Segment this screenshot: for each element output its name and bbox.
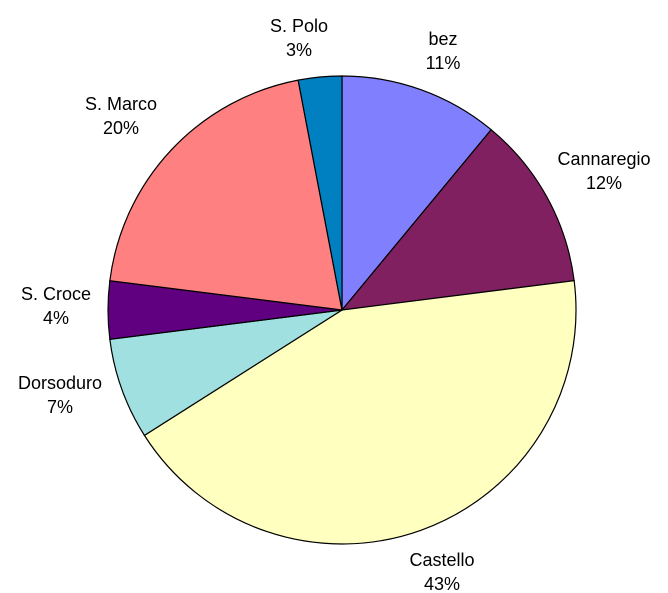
slice-label-s-polo: S. Polo — [270, 16, 328, 36]
slice-percent-bez: 11% — [426, 53, 461, 73]
slice-percent-cannaregio: 12% — [586, 173, 622, 193]
slice-label-bez: bez — [428, 29, 457, 49]
pie-slice-cannaregio — [340, 128, 575, 311]
pie-slice-castello — [143, 279, 577, 545]
slice-percent-dorsoduro: 7% — [47, 397, 73, 417]
slice-label-dorsoduro: Dorsoduro — [18, 373, 102, 393]
slice-label-castello: Castello — [409, 550, 474, 570]
pie-slice-bez — [341, 75, 493, 312]
slice-percent-castello: 43% — [424, 574, 460, 593]
slice-label-s-marco: S. Marco — [85, 94, 157, 114]
pie-slice-s-marco — [109, 79, 343, 311]
slice-percent-s-croce: 4% — [43, 308, 69, 328]
pie-slice-dorsoduro — [109, 309, 343, 437]
pie-slices — [107, 75, 577, 545]
slice-percent-s-marco: 20% — [103, 118, 139, 138]
slice-label-s-croce: S. Croce — [21, 284, 91, 304]
pie-slice-s-polo — [297, 75, 343, 311]
slice-percent-s-polo: 3% — [286, 40, 312, 60]
slice-label-cannaregio: Cannaregio — [557, 149, 650, 169]
slice-labels: bez 11% Cannaregio 12% Castello 43% Dorsoduro 7… — [18, 16, 651, 593]
